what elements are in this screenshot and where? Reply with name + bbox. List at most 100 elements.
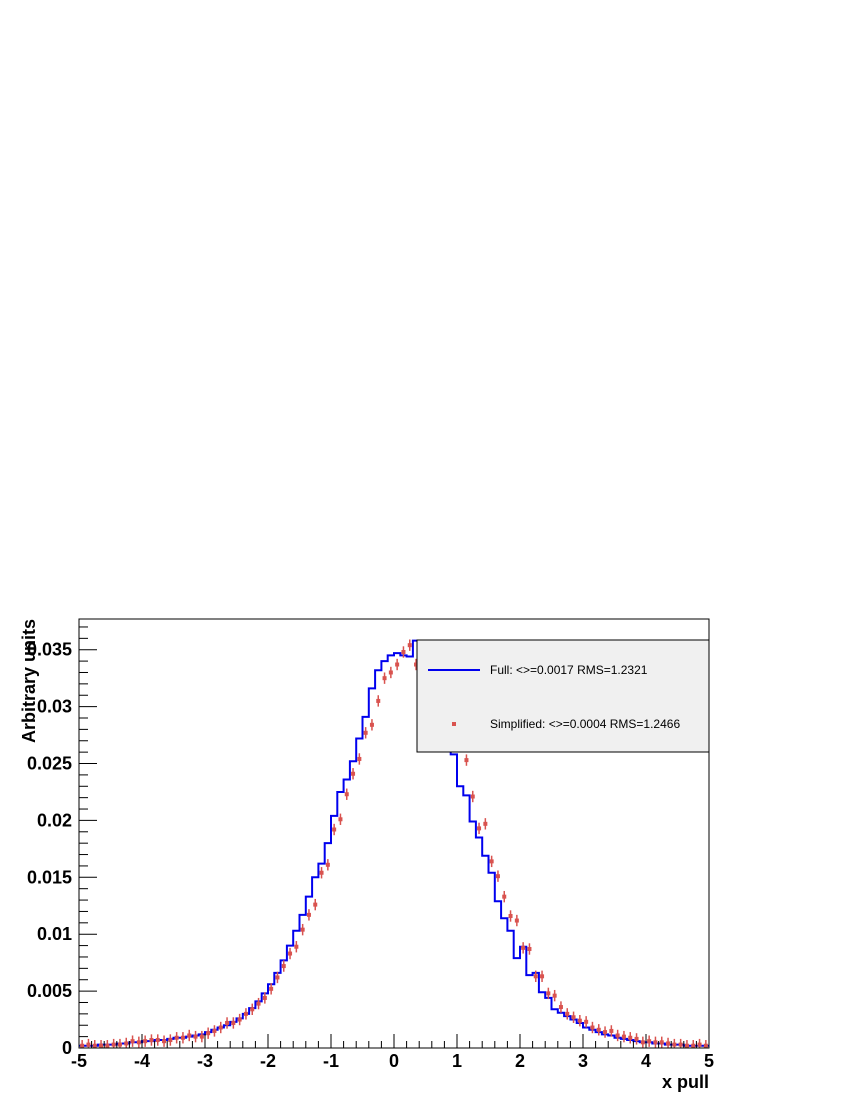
x-tick-label: 3 bbox=[578, 1051, 588, 1071]
x-tick-label: 2 bbox=[515, 1051, 525, 1071]
x-tick-label: -4 bbox=[134, 1051, 150, 1071]
simplified-point bbox=[634, 1036, 639, 1041]
simplified-point bbox=[288, 951, 293, 956]
simplified-point bbox=[124, 1041, 129, 1046]
y-tick-label: 0.03 bbox=[37, 697, 72, 717]
simplified-point bbox=[697, 1042, 702, 1047]
simplified-point bbox=[306, 912, 311, 917]
legend-box bbox=[416, 639, 710, 753]
simplified-point bbox=[590, 1025, 595, 1030]
simplified-point bbox=[603, 1030, 608, 1035]
axis-ticks bbox=[78, 626, 710, 1049]
simplified-point bbox=[477, 826, 482, 831]
y-tick-label: 0.005 bbox=[27, 981, 72, 1001]
simplified-point bbox=[628, 1035, 633, 1040]
simplified-point bbox=[640, 1040, 645, 1045]
simplified-point bbox=[615, 1033, 620, 1038]
simplified-point bbox=[105, 1043, 110, 1048]
simplified-point bbox=[464, 758, 469, 763]
simplified-point bbox=[703, 1043, 708, 1048]
simplified-point bbox=[92, 1043, 97, 1048]
simplified-point bbox=[414, 662, 419, 667]
y-tick-label: 0 bbox=[62, 1038, 72, 1058]
simplified-point bbox=[193, 1034, 198, 1039]
simplified-point bbox=[470, 794, 475, 799]
simplified-point bbox=[527, 947, 532, 951]
simplified-point bbox=[382, 676, 387, 681]
x-tick-label: 5 bbox=[704, 1051, 714, 1071]
simplified-point bbox=[672, 1042, 677, 1047]
simplified-point bbox=[577, 1018, 582, 1023]
simplified-point bbox=[168, 1038, 173, 1043]
x-tick-label: -5 bbox=[71, 1051, 87, 1071]
simplified-point bbox=[231, 1020, 236, 1025]
simplified-point bbox=[521, 945, 526, 950]
simplified-point bbox=[174, 1035, 179, 1040]
simplified-point bbox=[319, 870, 324, 875]
simplified-point bbox=[155, 1038, 160, 1043]
x-tick-label: -3 bbox=[197, 1051, 213, 1071]
x-tick-label: -1 bbox=[323, 1051, 339, 1071]
simplified-point bbox=[571, 1015, 576, 1020]
simplified-point bbox=[678, 1042, 683, 1047]
simplified-point bbox=[237, 1017, 242, 1022]
simplified-point bbox=[111, 1042, 116, 1047]
simplified-point bbox=[262, 995, 267, 1000]
simplified-point bbox=[117, 1042, 122, 1047]
simplified-point bbox=[149, 1038, 154, 1043]
simplified-point bbox=[647, 1039, 652, 1044]
simplified-point bbox=[546, 991, 551, 996]
simplified-point bbox=[332, 827, 337, 832]
simplified-point bbox=[489, 859, 494, 864]
x-tick-label: 1 bbox=[452, 1051, 462, 1071]
x-tick-label: 0 bbox=[389, 1051, 399, 1071]
simplified-point bbox=[357, 756, 362, 761]
y-tick-labels: 0 0.005 0.01 0.015 0.02 0.025 0.03 0.035 bbox=[27, 640, 72, 1058]
x-tick-label: 4 bbox=[641, 1051, 651, 1071]
simplified-point bbox=[376, 698, 381, 703]
simplified-point bbox=[684, 1043, 689, 1048]
y-tick-label: 0.02 bbox=[37, 810, 72, 830]
simplified-point bbox=[275, 975, 280, 980]
simplified-point bbox=[502, 894, 507, 899]
simplified-point bbox=[313, 902, 318, 907]
y-tick-label: 0.035 bbox=[27, 640, 72, 660]
x-tick-labels: -5 -4 -3 -2 -1 0 1 2 3 4 5 bbox=[71, 1051, 714, 1071]
simplified-point bbox=[609, 1028, 614, 1033]
simplified-point bbox=[653, 1040, 658, 1045]
simplified-point bbox=[300, 927, 305, 932]
simplified-point bbox=[552, 993, 557, 998]
simplified-point bbox=[256, 1001, 261, 1006]
simplified-point bbox=[565, 1011, 570, 1016]
simplified-point bbox=[344, 792, 349, 797]
simplified-point bbox=[363, 730, 368, 735]
simplified-point bbox=[495, 874, 500, 879]
simplified-point bbox=[325, 862, 330, 867]
simplified-point bbox=[187, 1033, 192, 1038]
full-series-line bbox=[79, 639, 709, 1047]
simplified-point bbox=[621, 1034, 626, 1039]
legend-full-label: Full: <>=0.0017 RMS=1.2321 bbox=[490, 663, 648, 677]
y-axis-title: Arbitrary units bbox=[19, 619, 39, 743]
simplified-point bbox=[199, 1034, 204, 1039]
simplified-point bbox=[666, 1041, 671, 1046]
simplified-point bbox=[401, 650, 406, 654]
simplified-point bbox=[483, 821, 488, 826]
simplified-point bbox=[162, 1039, 167, 1044]
simplified-point bbox=[143, 1039, 148, 1044]
simplified-point bbox=[584, 1019, 589, 1024]
simplified-point bbox=[206, 1031, 211, 1036]
simplified-point bbox=[659, 1040, 664, 1045]
simplified-point bbox=[533, 974, 538, 979]
simplified-point bbox=[596, 1027, 601, 1032]
simplified-point bbox=[395, 662, 400, 667]
simplified-point bbox=[508, 914, 513, 918]
simplified-point bbox=[540, 974, 545, 979]
simplified-point bbox=[136, 1040, 141, 1045]
x-tick-label: -2 bbox=[260, 1051, 276, 1071]
simplified-point bbox=[225, 1020, 230, 1025]
simplified-point bbox=[514, 918, 519, 923]
simplified-point bbox=[351, 771, 356, 776]
simplified-point bbox=[269, 986, 274, 991]
x-axis-title: x pull bbox=[662, 1072, 709, 1092]
